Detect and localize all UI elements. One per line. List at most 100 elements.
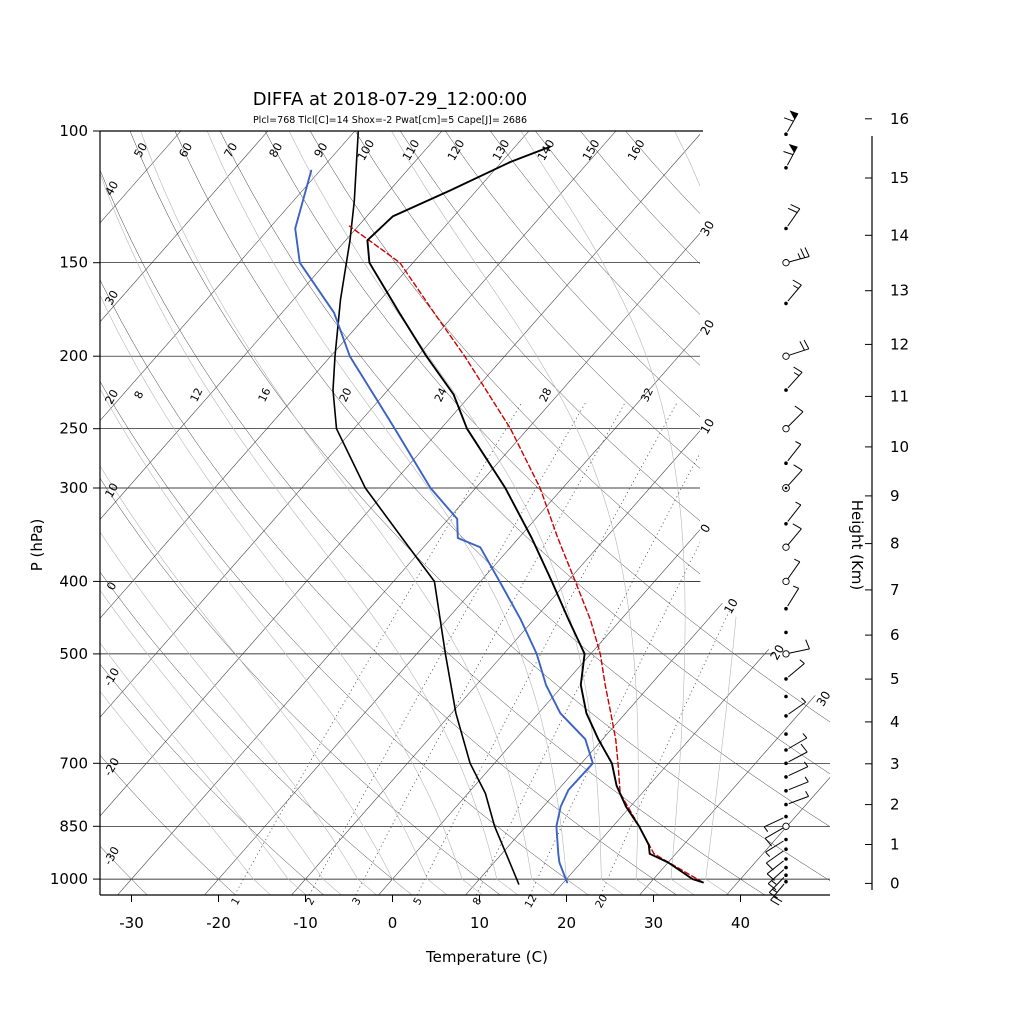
moist-adiabat-gridlines — [100, 131, 746, 895]
wind-barb — [784, 659, 805, 681]
temperature-axis-label: Temperature (C) — [425, 948, 548, 966]
height-tick-label: 16 — [890, 110, 909, 128]
dry-adiabat-label: 140 — [534, 137, 557, 163]
moist-adiabat-label: 28 — [537, 386, 555, 404]
wind-barb — [784, 694, 788, 699]
mixing-ratio-label: 1 — [229, 896, 243, 908]
isotherm-label: 30 — [814, 689, 834, 709]
temperature-tick-label: -10 — [293, 914, 318, 932]
wind-barb — [763, 814, 788, 832]
temperature-tick-label: 20 — [557, 914, 576, 932]
height-tick-label: 12 — [890, 335, 909, 353]
moist-adiabat-label: 24 — [432, 386, 450, 404]
wind-barb — [784, 697, 807, 718]
wind-barb — [782, 639, 810, 658]
height-tick-label: 7 — [890, 581, 900, 599]
temperature-tick-label: 30 — [644, 914, 663, 932]
adiabat-labels-top: 50 60 70 80 90 100 110 120 130 140 150 160 — [131, 137, 648, 163]
height-tick-label: 2 — [890, 796, 900, 814]
mixing-ratio-label: 20 — [593, 893, 610, 911]
height-tick-label: 0 — [890, 874, 900, 892]
wind-barb — [782, 523, 802, 551]
height-axis-label: Height (Km) — [848, 500, 866, 591]
isotherm-labels-right: 30 20 10 0 10 20 30 — [697, 218, 833, 708]
temperature-tick-label: 40 — [731, 914, 750, 932]
height-tick-label: 4 — [890, 713, 900, 731]
dry-adiabat-label: 50 — [131, 140, 150, 160]
pressure-tick-label: 250 — [59, 420, 88, 438]
wind-barb — [784, 366, 803, 392]
dry-adiabat-gridlines — [100, 131, 830, 895]
wind-barb — [782, 405, 804, 433]
mixing-ratio-labels: 1 2 3 5 8 12 20 — [229, 893, 610, 911]
height-tick-label: 14 — [890, 226, 909, 244]
pressure-tick-label: 1000 — [50, 870, 88, 888]
wind-barb — [784, 585, 800, 611]
isotherm-label: 20 — [767, 642, 787, 662]
height-tick-label: 13 — [890, 282, 909, 300]
moist-adiabat-labels: 8 12 16 20 24 28 32 — [132, 386, 656, 404]
dry-adiabat-label: -20 — [101, 755, 123, 778]
wind-barb — [784, 761, 809, 779]
temperature-profile-path — [366, 145, 704, 884]
chart-subtitle: Plcl=768 Tlcl[C]=14 Shox=-2 Pwat[cm]=5 C… — [253, 115, 527, 126]
plot-frame — [99, 130, 830, 896]
height-tick-label: 15 — [890, 169, 909, 187]
moist-adiabat-label: 8 — [132, 389, 147, 401]
pressure-tick-label: 150 — [59, 254, 88, 272]
dry-adiabat-label: -30 — [101, 844, 123, 867]
wind-barb-column — [763, 110, 810, 906]
wind-barb — [764, 822, 790, 847]
mixing-ratio-label: 12 — [523, 893, 540, 911]
reference-curve-path — [332, 131, 520, 885]
height-tick-label: 8 — [890, 535, 900, 553]
pressure-tick-label: 700 — [59, 754, 88, 772]
dry-adiabat-label: 80 — [266, 140, 285, 160]
isotherm-label: 10 — [721, 596, 741, 616]
wind-barb — [784, 501, 802, 526]
moist-adiabat-label: 32 — [638, 386, 656, 404]
pressure-tick-label: 200 — [59, 347, 88, 365]
dry-adiabat-label: 30 — [102, 288, 121, 308]
wind-barb — [782, 247, 810, 267]
height-tick-label: 10 — [890, 438, 909, 456]
dry-adiabat-label: 60 — [176, 140, 195, 160]
wind-barb — [784, 630, 788, 635]
wind-barb — [784, 441, 802, 466]
mixing-ratio-label: 2 — [304, 896, 318, 908]
wind-barb — [765, 837, 788, 857]
height-tick-label: 1 — [890, 836, 900, 854]
temperature-tick-label: -30 — [119, 914, 144, 932]
moist-adiabat-label: 16 — [256, 386, 274, 404]
moist-adiabat-label: 12 — [188, 386, 206, 404]
wind-barb — [784, 204, 801, 231]
wind-barb — [784, 776, 809, 793]
pressure-axis-label: P (hPa) — [28, 519, 46, 572]
dry-adiabat-label: 160 — [624, 137, 647, 163]
dry-adiabat-label: 130 — [489, 137, 512, 163]
isotherm-label: 30 — [697, 218, 717, 238]
wind-barb — [784, 790, 810, 807]
height-tick-label: 5 — [890, 670, 900, 688]
height-tick-label: 9 — [890, 487, 900, 505]
isotherm-label: 0 — [697, 522, 713, 536]
temperature-tick-label: -20 — [206, 914, 231, 932]
mixing-ratio-label: 3 — [350, 896, 364, 908]
height-tick-label: 3 — [890, 755, 900, 773]
dry-adiabat-label: 90 — [311, 140, 330, 160]
mixing-ratio-lines — [234, 401, 830, 895]
dewpoint-profile-path — [294, 169, 594, 884]
moist-adiabat-label: 20 — [337, 386, 355, 404]
pressure-tick-label: 400 — [59, 572, 88, 590]
temperature-tick-label: 10 — [470, 914, 489, 932]
wind-barb — [770, 879, 788, 906]
wind-barb — [784, 733, 808, 752]
isotherm-gridlines — [100, 131, 830, 895]
height-tick-label: 6 — [890, 626, 900, 644]
dry-adiabat-label: 70 — [221, 140, 240, 160]
pressure-tick-label: 100 — [59, 122, 88, 140]
